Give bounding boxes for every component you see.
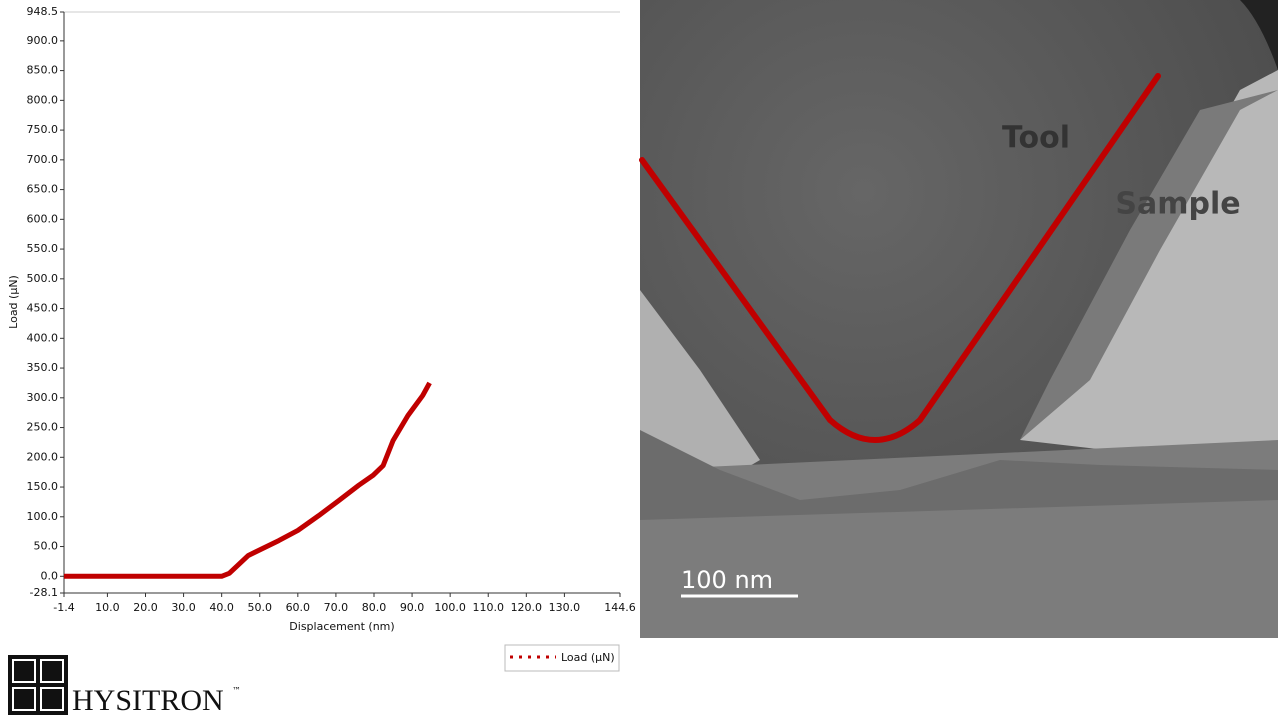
x-tick-label: 110.0 bbox=[472, 601, 504, 614]
x-tick-label: 20.0 bbox=[133, 601, 158, 614]
y-tick-label: 250.0 bbox=[27, 421, 59, 434]
y-tick-label: 100.0 bbox=[27, 510, 59, 523]
y-tick-label: 800.0 bbox=[27, 93, 59, 106]
x-tick-label: 10.0 bbox=[95, 601, 120, 614]
y-tick-label: 400.0 bbox=[27, 331, 59, 344]
legend-box bbox=[504, 644, 620, 672]
x-axis-label: Displacement (nm) bbox=[289, 620, 394, 633]
y-tick-label: 350.0 bbox=[27, 361, 59, 374]
legend-label: Load (µN) bbox=[561, 651, 615, 664]
logo-mark: ™ bbox=[232, 687, 241, 697]
image-label: Tool bbox=[1002, 121, 1070, 156]
logo: HYSITRON ™ bbox=[8, 655, 241, 717]
y-axis-label: Load (µN) bbox=[7, 275, 20, 329]
y-tick-label: 0.0 bbox=[41, 569, 59, 582]
x-tick-label: 60.0 bbox=[286, 601, 311, 614]
x-tick-label: 40.0 bbox=[209, 601, 234, 614]
scale-bar-label: 100 nm bbox=[681, 566, 773, 594]
y-tick-label: 600.0 bbox=[27, 212, 59, 225]
y-tick-label: 948.5 bbox=[27, 5, 59, 18]
y-tick-label: 50.0 bbox=[34, 540, 59, 553]
x-tick-label: 70.0 bbox=[324, 601, 349, 614]
y-tick-label: 850.0 bbox=[27, 64, 59, 77]
y-tick-label: 900.0 bbox=[27, 34, 59, 47]
x-tick-label: 144.6 bbox=[604, 601, 636, 614]
image-label: Sample bbox=[1115, 187, 1240, 222]
x-tick-label: -1.4 bbox=[53, 601, 74, 614]
y-tick-label: 650.0 bbox=[27, 183, 59, 196]
x-tick-label: 30.0 bbox=[171, 601, 196, 614]
y-tick-label: -28.1 bbox=[30, 586, 58, 599]
y-tick-label: 200.0 bbox=[27, 450, 59, 463]
y-tick-label: 700.0 bbox=[27, 153, 59, 166]
legend: Load (µN) bbox=[504, 644, 620, 672]
x-tick-label: 80.0 bbox=[362, 601, 387, 614]
y-tick-label: 550.0 bbox=[27, 242, 59, 255]
x-tick-label: 130.0 bbox=[549, 601, 581, 614]
data-line bbox=[64, 381, 432, 579]
indent-path bbox=[639, 73, 1161, 443]
y-tick-label: 750.0 bbox=[27, 123, 59, 136]
x-tick-label: 120.0 bbox=[511, 601, 543, 614]
chart: -28.1 0.0 50.0 100.0 150.0 200.0 250.0 300.0 350… bbox=[7, 5, 636, 672]
y-tick-label: 500.0 bbox=[27, 272, 59, 285]
x-tick-label: 50.0 bbox=[247, 601, 272, 614]
y-tick-label: 300.0 bbox=[27, 391, 59, 404]
y-tick-label: 150.0 bbox=[27, 480, 59, 493]
logo-text: HYSITRON bbox=[72, 684, 224, 717]
x-tick-label: 90.0 bbox=[400, 601, 425, 614]
x-tick-label: 100.0 bbox=[434, 601, 466, 614]
y-tick-label: 450.0 bbox=[27, 302, 59, 315]
tem-image: Tool Sample 100 nm bbox=[639, 0, 1278, 638]
